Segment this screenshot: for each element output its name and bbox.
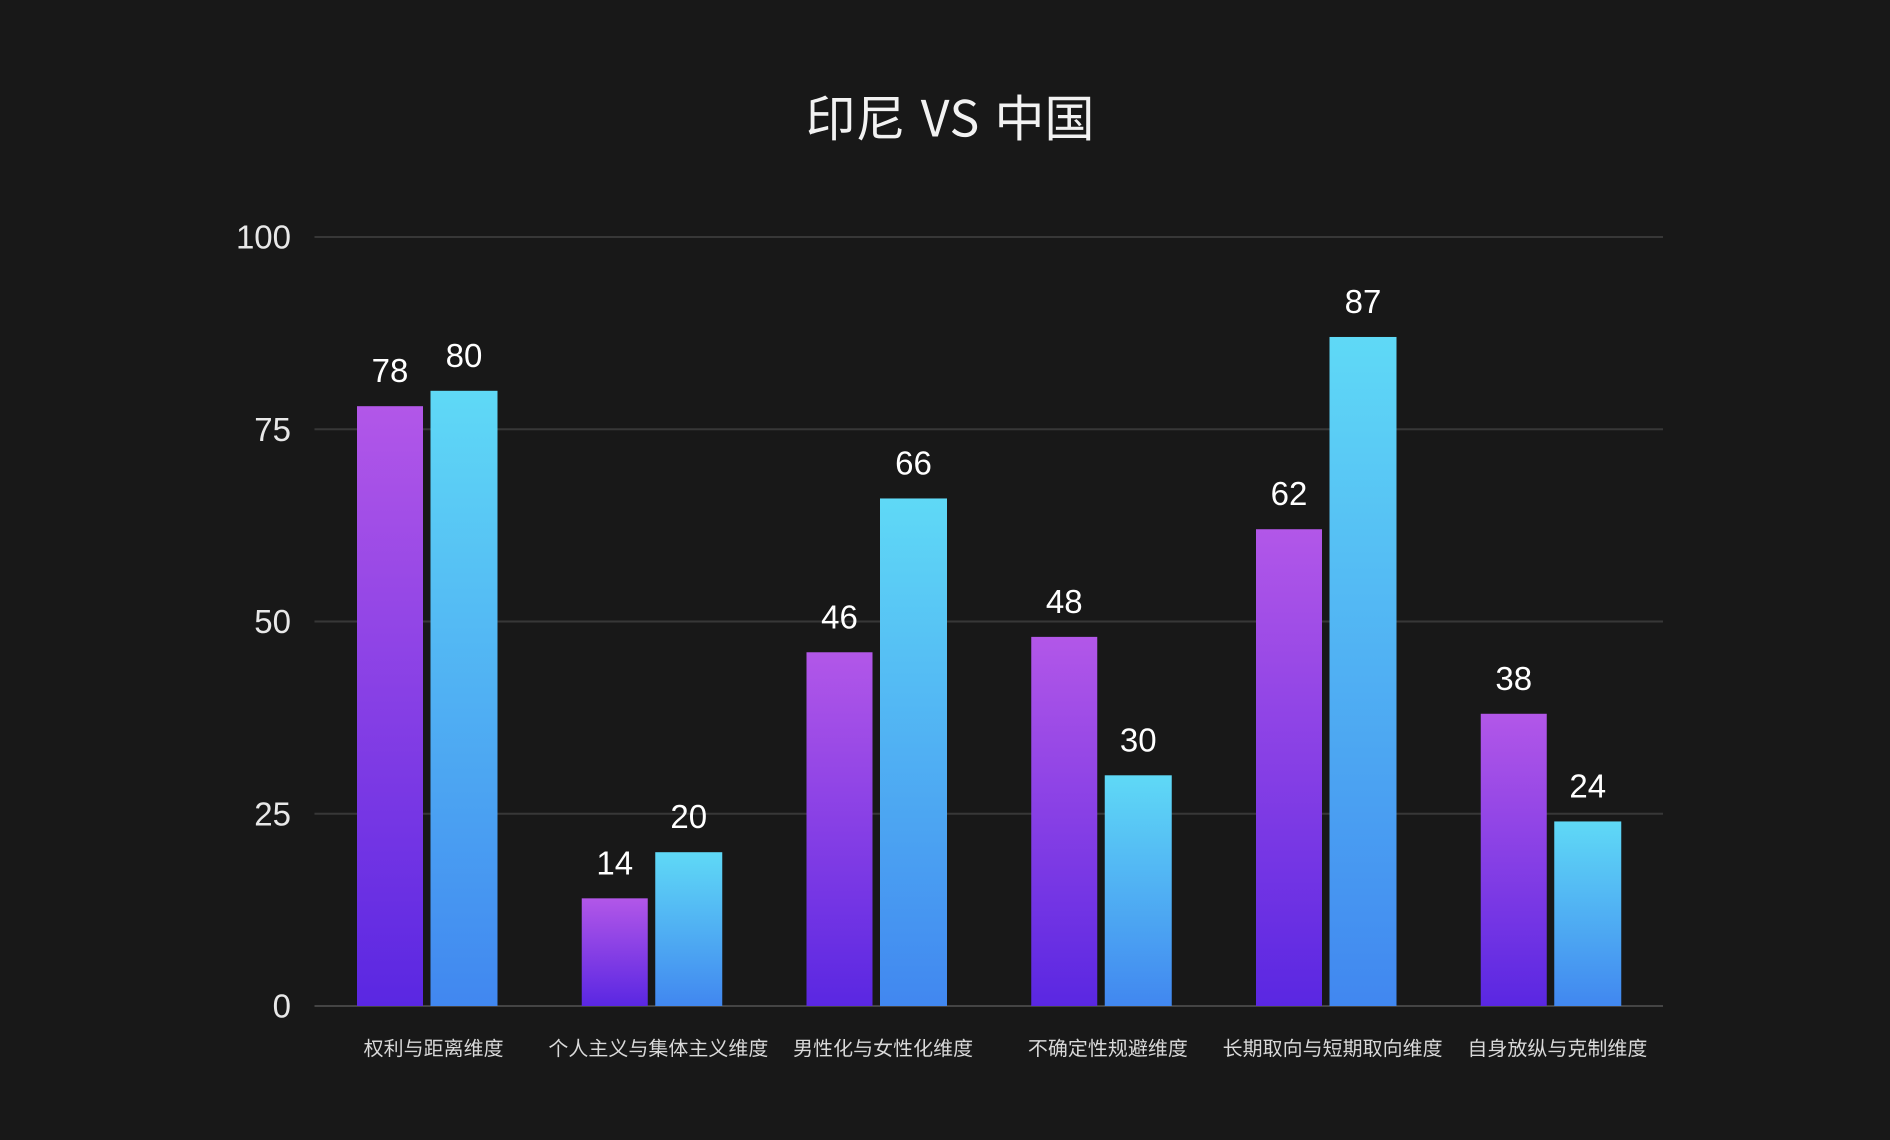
svg-text:48: 48	[1046, 583, 1083, 620]
svg-text:14: 14	[596, 844, 633, 881]
svg-text:50: 50	[254, 603, 291, 640]
svg-text:46: 46	[821, 598, 858, 635]
svg-text:100: 100	[236, 219, 291, 256]
svg-text:24: 24	[1569, 767, 1606, 804]
svg-text:87: 87	[1345, 283, 1382, 320]
svg-text:80: 80	[446, 337, 483, 374]
svg-text:38: 38	[1495, 660, 1532, 697]
svg-text:30: 30	[1120, 721, 1157, 758]
svg-text:78: 78	[372, 352, 409, 389]
svg-text:75: 75	[254, 411, 291, 448]
svg-text:66: 66	[895, 444, 932, 481]
svg-text:0: 0	[273, 988, 291, 1025]
svg-text:62: 62	[1271, 475, 1308, 512]
svg-text:20: 20	[670, 798, 707, 835]
svg-text:25: 25	[254, 795, 291, 832]
